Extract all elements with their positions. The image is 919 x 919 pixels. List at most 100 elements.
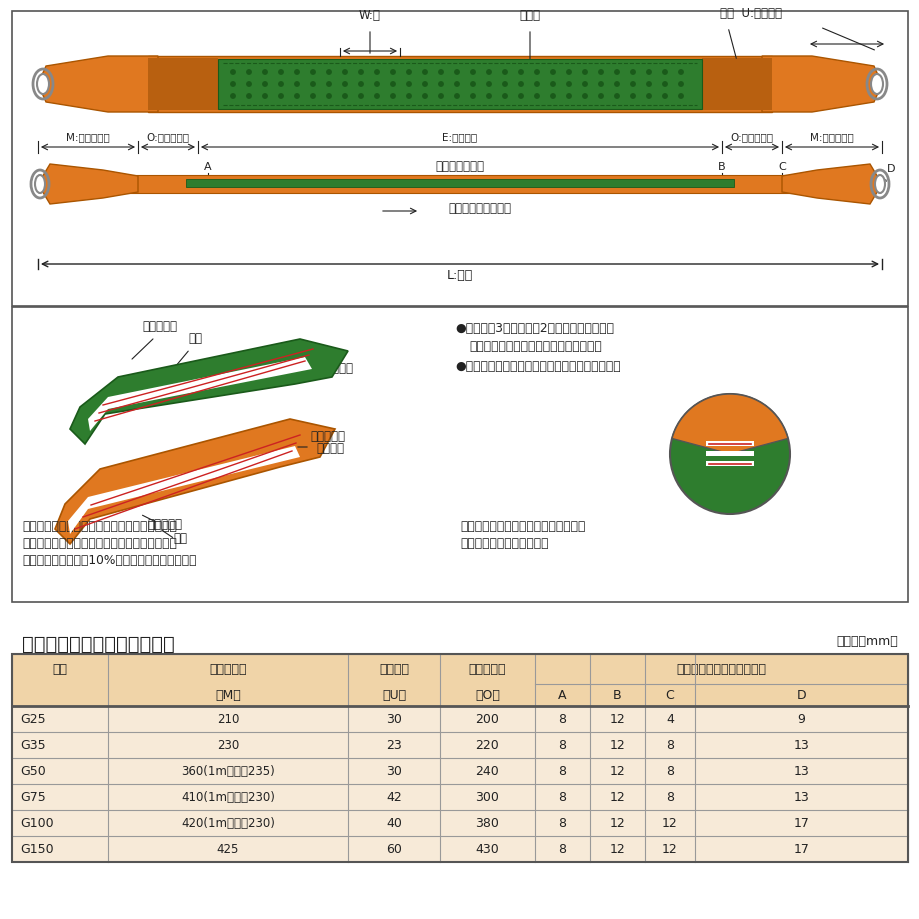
Polygon shape <box>70 340 347 445</box>
Circle shape <box>550 95 554 99</box>
Circle shape <box>486 83 491 87</box>
FancyBboxPatch shape <box>705 441 754 447</box>
Circle shape <box>646 83 651 87</box>
Text: D: D <box>796 688 805 702</box>
Circle shape <box>423 71 426 75</box>
Text: 12: 12 <box>609 843 625 856</box>
Circle shape <box>374 95 379 99</box>
Circle shape <box>311 83 315 87</box>
Text: 30: 30 <box>386 713 402 726</box>
Text: 12: 12 <box>662 817 677 830</box>
Ellipse shape <box>870 75 882 95</box>
Circle shape <box>669 394 789 515</box>
Circle shape <box>391 95 395 99</box>
Text: 360(1mタイプ235): 360(1mタイプ235) <box>181 765 275 777</box>
Circle shape <box>391 83 395 87</box>
Circle shape <box>598 71 603 75</box>
Circle shape <box>326 83 331 87</box>
Text: （単位：mm）: （単位：mm） <box>835 634 897 647</box>
Circle shape <box>246 83 251 87</box>
FancyBboxPatch shape <box>12 836 907 862</box>
Circle shape <box>374 83 379 87</box>
Circle shape <box>662 71 666 75</box>
Circle shape <box>662 95 666 99</box>
Circle shape <box>550 71 554 75</box>
Circle shape <box>678 83 683 87</box>
Circle shape <box>582 83 586 87</box>
Text: 縫製部長さ: 縫製部長さ <box>469 663 505 675</box>
Circle shape <box>646 71 651 75</box>
Circle shape <box>438 83 443 87</box>
FancyBboxPatch shape <box>148 57 771 113</box>
FancyBboxPatch shape <box>701 59 771 111</box>
Text: 8: 8 <box>558 790 566 803</box>
Text: 425: 425 <box>217 843 239 856</box>
Text: 12: 12 <box>609 790 625 803</box>
Text: 外面（オレンジ側）: 外面（オレンジ側） <box>448 202 511 215</box>
Text: C: C <box>665 688 674 702</box>
Circle shape <box>406 71 411 75</box>
Text: 300: 300 <box>475 790 499 803</box>
Text: 白帯: 白帯 <box>187 332 202 345</box>
Circle shape <box>518 71 523 75</box>
Circle shape <box>550 83 554 87</box>
Text: （使用面）: （使用面） <box>318 361 353 375</box>
Polygon shape <box>55 420 335 544</box>
Circle shape <box>294 83 299 87</box>
Circle shape <box>263 71 267 75</box>
FancyBboxPatch shape <box>186 180 733 187</box>
Text: 上図ベルトスリングの寿法表: 上図ベルトスリングの寿法表 <box>22 634 175 653</box>
FancyBboxPatch shape <box>12 784 907 811</box>
Circle shape <box>438 71 443 75</box>
Text: また、水にぬれると10%程縮む場合があります。: また、水にぬれると10%程縮む場合があります。 <box>22 553 197 566</box>
Circle shape <box>598 95 603 99</box>
Text: 赤色ライン: 赤色ライン <box>142 320 177 333</box>
Text: 13: 13 <box>793 765 809 777</box>
Circle shape <box>582 95 586 99</box>
Circle shape <box>231 71 235 75</box>
Text: 13: 13 <box>793 790 809 803</box>
Text: 23: 23 <box>386 739 402 752</box>
Text: 使用中白帯の赤色ラインが現れた時は: 使用中白帯の赤色ラインが現れた時は <box>460 519 584 532</box>
Circle shape <box>566 83 571 87</box>
Text: G50: G50 <box>20 765 46 777</box>
Circle shape <box>518 95 523 99</box>
Circle shape <box>423 95 426 99</box>
Text: A: A <box>558 688 566 702</box>
Text: G35: G35 <box>20 739 46 752</box>
Circle shape <box>278 95 283 99</box>
Polygon shape <box>38 165 138 205</box>
Circle shape <box>534 71 539 75</box>
Circle shape <box>231 83 235 87</box>
Text: ベルトスリング各部の厚さ: ベルトスリング各部の厚さ <box>675 663 766 675</box>
Text: 12: 12 <box>609 713 625 726</box>
FancyBboxPatch shape <box>12 758 907 784</box>
Text: 芯にポリエステル糸を使用しています。: 芯にポリエステル糸を使用しています。 <box>469 340 601 353</box>
Text: 30: 30 <box>386 765 402 777</box>
Circle shape <box>231 95 235 99</box>
Text: オレンジ側: オレンジ側 <box>310 429 345 443</box>
Circle shape <box>358 71 363 75</box>
Text: 使用を中止してください。: 使用を中止してください。 <box>460 537 548 550</box>
Polygon shape <box>38 57 158 113</box>
Text: 使用面: 使用面 <box>519 9 540 22</box>
Circle shape <box>311 95 315 99</box>
Circle shape <box>566 71 571 75</box>
Wedge shape <box>671 394 787 455</box>
Circle shape <box>406 95 411 99</box>
Text: 380: 380 <box>475 817 499 830</box>
Circle shape <box>326 95 331 99</box>
Text: G75: G75 <box>20 790 46 803</box>
Circle shape <box>646 95 651 99</box>
Text: 12: 12 <box>609 817 625 830</box>
Text: L:全長: L:全長 <box>447 268 472 282</box>
Text: 8: 8 <box>558 739 566 752</box>
Circle shape <box>246 71 251 75</box>
Text: E:使用部分: E:使用部分 <box>442 131 477 142</box>
Text: M:アイ部長さ: M:アイ部長さ <box>66 131 109 142</box>
Circle shape <box>614 71 618 75</box>
Text: 200: 200 <box>475 713 499 726</box>
Text: 赤色ライン: 赤色ライン <box>147 517 182 530</box>
Circle shape <box>263 83 267 87</box>
Text: 410(1mタイプ230): 410(1mタイプ230) <box>181 790 275 803</box>
